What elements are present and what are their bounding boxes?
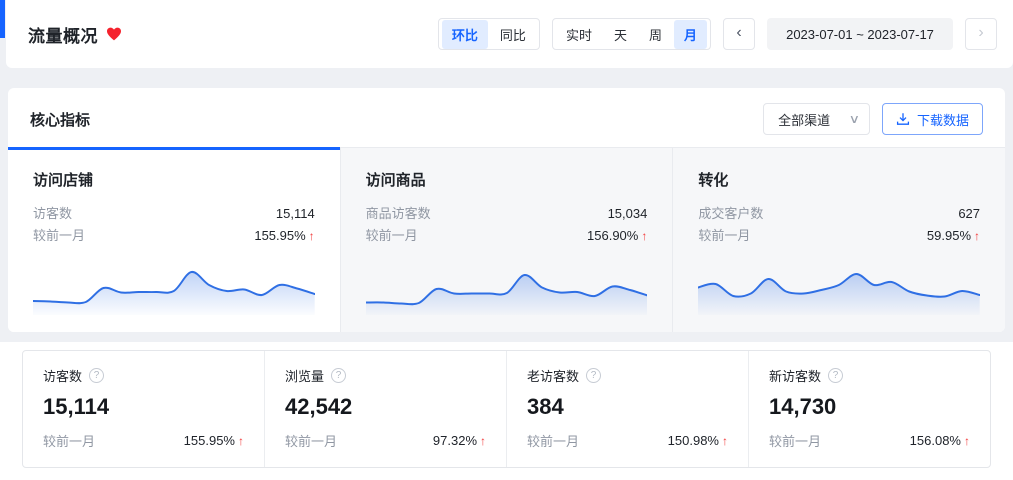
sparkline-chart-visit-product: [365, 273, 648, 315]
help-icon[interactable]: ?: [331, 368, 347, 383]
metric-label: 商品访客数: [365, 206, 431, 221]
summary-stats-panel: 访客数 ? 15,114 较前一月 155.95% ↑ 浏览量 ? 42,542 …: [0, 342, 1013, 480]
stat-compare-value: 150.98% ↑: [667, 433, 728, 448]
chevron-right-icon: ›: [978, 24, 984, 41]
compare-value: 155.95% ↑: [254, 228, 315, 243]
title-wrap: 流量概况: [28, 22, 122, 47]
favorite-heart-icon[interactable]: [106, 27, 122, 41]
channel-select[interactable]: 全部渠道 ∨: [763, 103, 870, 135]
metric-tab-title: 访问商品: [365, 172, 426, 189]
channel-select-value: 全部渠道: [778, 112, 831, 128]
stat-returning-visitors: 老访客数 ? 384 较前一月 150.98% ↑: [506, 351, 748, 467]
metric-tab-title: 转化: [698, 172, 729, 189]
tab-week[interactable]: 周: [648, 27, 662, 43]
stat-compare-label: 较前一月: [527, 434, 580, 449]
stat-compare-label: 较前一月: [285, 434, 338, 449]
metric-label: 成交客户数: [698, 206, 764, 221]
scroll-accent-bar: [0, 0, 5, 38]
stat-compare-label: 较前一月: [769, 434, 822, 449]
next-period-button[interactable]: ›: [965, 18, 997, 50]
header-controls: 环比 同比 实时 天 周 月 ‹ 2023-07-01 ~ 2023-07-17…: [437, 18, 997, 50]
help-icon[interactable]: ?: [828, 368, 844, 383]
stat-visitors: 访客数 ? 15,114 较前一月 155.95% ↑: [23, 351, 264, 467]
trend-up-icon: ↑: [974, 229, 981, 243]
prev-period-button[interactable]: ‹: [723, 18, 755, 50]
chevron-down-icon: ∨: [848, 112, 861, 126]
section-title: 核心指标: [30, 111, 91, 129]
trend-up-icon: ↑: [964, 434, 970, 448]
page-title: 流量概况: [28, 26, 98, 46]
metric-tab-visit-product[interactable]: 访问商品 商品访客数 15,034 较前一月 156.90% ↑: [339, 147, 673, 332]
tab-month[interactable]: 月: [673, 19, 707, 49]
compare-row: 较前一月 59.95% ↑: [698, 225, 980, 247]
metric-label: 访客数: [33, 206, 73, 221]
trend-up-icon: ↑: [641, 229, 648, 243]
summary-stats-card: 访客数 ? 15,114 较前一月 155.95% ↑ 浏览量 ? 42,542 …: [22, 350, 991, 468]
metric-value: 15,034: [607, 206, 648, 221]
toggle-huanbi[interactable]: 环比: [441, 19, 488, 49]
date-range-picker[interactable]: 2023-07-01 ~ 2023-07-17: [767, 18, 953, 50]
compare-label: 较前一月: [33, 228, 86, 243]
compare-row: 较前一月 156.90% ↑: [366, 225, 648, 247]
compare-row: 较前一月 155.95% ↑: [33, 225, 315, 247]
card-actions: 全部渠道 ∨ 下载数据: [763, 103, 983, 135]
core-metrics-card: 核心指标 全部渠道 ∨ 下载数据 访问店铺 访客数 15,114 较前一月: [8, 88, 1005, 332]
trend-up-icon: ↑: [480, 434, 486, 448]
trend-up-icon: ↑: [308, 229, 315, 243]
toggle-tongbi[interactable]: 同比: [499, 27, 526, 43]
download-data-button[interactable]: 下载数据: [881, 103, 983, 135]
stat-label: 浏览量: [285, 369, 325, 384]
chevron-left-icon: ‹: [736, 24, 742, 41]
compare-value: 59.95% ↑: [926, 228, 981, 243]
help-icon[interactable]: ?: [89, 368, 105, 383]
sparkline-chart-visit-store: [33, 270, 315, 315]
tab-day[interactable]: 天: [613, 27, 627, 43]
metric-row: 访客数 15,114: [33, 203, 315, 225]
core-metrics-header: 核心指标 全部渠道 ∨ 下载数据: [8, 88, 1005, 147]
metric-tabs: 访问店铺 访客数 15,114 较前一月 155.95% ↑ 访问商品 商: [8, 147, 1005, 332]
tab-realtime[interactable]: 实时: [565, 27, 592, 43]
compare-value: 156.90% ↑: [587, 228, 648, 243]
download-icon: [896, 112, 910, 126]
granularity-tabs: 实时 天 周 月: [551, 18, 711, 50]
stat-label: 新访客数: [769, 369, 822, 384]
sparkline-chart-conversion: [698, 273, 981, 315]
stat-value: 14,730: [769, 394, 837, 419]
trend-up-icon: ↑: [238, 434, 244, 448]
stat-value: 384: [527, 394, 564, 419]
page-header: 流量概况 环比 同比 实时 天 周 月 ‹ 2023-07-01 ~ 2023-…: [6, 0, 1013, 68]
stat-compare-value: 155.95% ↑: [183, 433, 244, 448]
metric-tab-title: 访问店铺: [33, 172, 94, 189]
metric-value: 627: [958, 206, 981, 221]
stat-value: 42,542: [285, 394, 353, 419]
stat-label: 老访客数: [527, 369, 580, 384]
compare-label: 较前一月: [698, 228, 751, 243]
stat-pageviews: 浏览量 ? 42,542 较前一月 97.32% ↑: [264, 351, 506, 467]
metric-tab-conversion[interactable]: 转化 成交客户数 627 较前一月 59.95% ↑: [672, 147, 1005, 332]
stat-new-visitors: 新访客数 ? 14,730 较前一月 156.08% ↑: [748, 351, 990, 467]
stat-value: 15,114: [43, 394, 110, 419]
metric-value: 15,114: [275, 206, 315, 221]
metric-tab-visit-store[interactable]: 访问店铺 访客数 15,114 较前一月 155.95% ↑: [8, 147, 340, 332]
stat-label: 访客数: [43, 369, 83, 384]
stat-compare-label: 较前一月: [43, 434, 96, 449]
metric-row: 成交客户数 627: [698, 203, 980, 225]
compare-toggle: 环比 同比: [437, 18, 540, 50]
download-label: 下载数据: [916, 112, 969, 128]
stat-compare-value: 156.08% ↑: [909, 433, 970, 448]
trend-up-icon: ↑: [722, 434, 728, 448]
help-icon[interactable]: ?: [586, 368, 602, 383]
metric-row: 商品访客数 15,034: [366, 203, 648, 225]
stat-compare-value: 97.32% ↑: [432, 433, 486, 448]
compare-label: 较前一月: [365, 228, 418, 243]
